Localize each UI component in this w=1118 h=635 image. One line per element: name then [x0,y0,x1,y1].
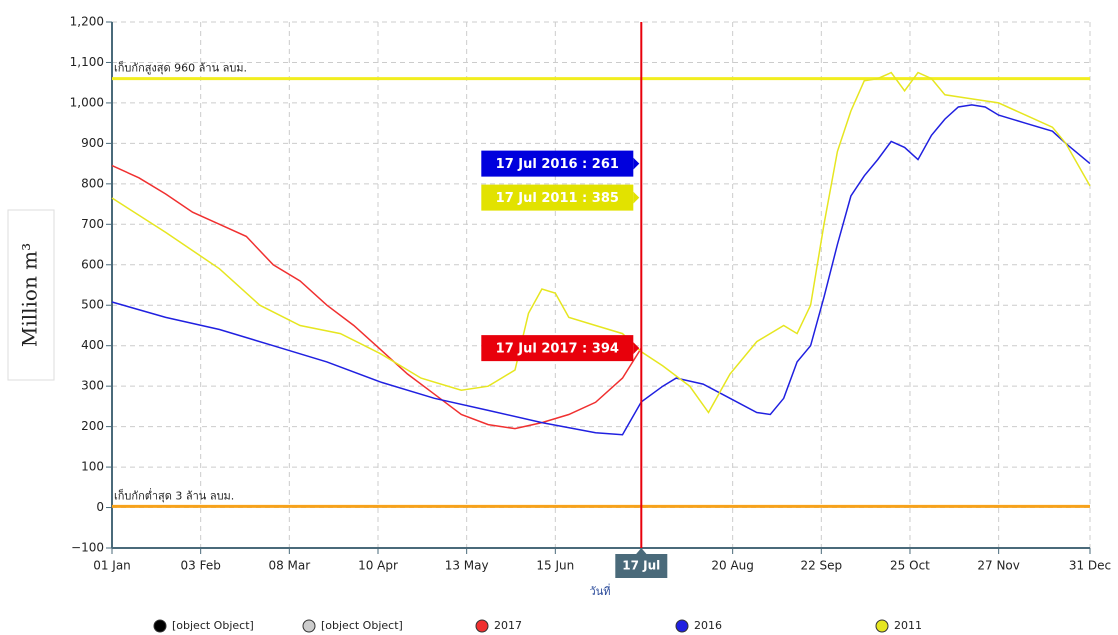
series-line [111,104,1091,436]
y-tick-label: 300 [81,379,104,393]
y-label-box [7,209,55,381]
x-tick-label: 27 Nov [977,559,1020,573]
x-tick-label: 25 Oct [890,559,930,573]
tooltip-box [481,150,634,177]
y-tick-label: 800 [81,176,104,190]
y-tick-label: −100 [71,541,104,555]
x-tick-label: 15 Jun [536,559,574,573]
y-tick-label: 0 [96,500,104,514]
y-tick-label: 900 [81,136,104,150]
x-axis-title: วันที่ [590,583,611,598]
x-tick-label: 08 Mar [268,559,310,573]
legend-label: 2016 [694,619,722,632]
cursor-label-arrow [635,548,648,555]
tooltip-box [481,335,634,362]
tooltip-arrow [633,342,640,355]
cursor-label: 17 Jul [622,559,660,573]
tooltip-arrow [633,191,640,204]
y-tick-label: 500 [81,298,104,312]
legend-label: 2011 [894,619,922,632]
legend-label: 2017 [494,619,522,632]
series-line [111,164,642,430]
x-tick-label: 22 Sep [800,559,842,573]
legend-marker [875,619,889,633]
legend-marker [153,619,167,633]
tooltip-box [481,184,634,211]
y-tick-label: 400 [81,338,104,352]
series-line [111,71,1091,414]
legend-marker [675,619,689,633]
tooltip-text: 17 Jul 2011 : 385 [496,191,619,206]
reference-label: เก็บกักสูงสุด 960 ล้าน ลบม. [114,61,247,75]
reference-label: เก็บกักต่ำสุด 3 ล้าน ลบม. [114,487,234,502]
x-tick-label: 20 Aug [711,559,754,573]
y-tick-label: 1,000 [70,95,104,109]
x-tick-label: 31 Dec [1069,559,1111,573]
legend-marker [475,619,489,633]
legend-marker [302,619,316,633]
legend-label: [object Object] [321,619,403,632]
cursor-label-box [615,554,668,578]
y-tick-label: 1,100 [70,55,104,69]
x-tick-label: 03 Feb [180,559,220,573]
x-tick-label: 01 Jan [93,559,131,573]
y-tick-label: 700 [81,217,104,231]
x-tick-label: 13 May [445,559,489,573]
tooltip-text: 17 Jul 2016 : 261 [496,157,619,172]
x-tick-label: 10 Apr [358,559,398,573]
y-tick-label: 1,200 [70,15,104,29]
tooltip-arrow [633,157,640,170]
y-tick-label: 100 [81,460,104,474]
y-tick-label: 600 [81,257,104,271]
y-tick-label: 200 [81,419,104,433]
y-axis-title: Million m³ [18,243,42,347]
tooltip-text: 17 Jul 2017 : 394 [496,342,619,357]
legend-label: [object Object] [172,619,254,632]
